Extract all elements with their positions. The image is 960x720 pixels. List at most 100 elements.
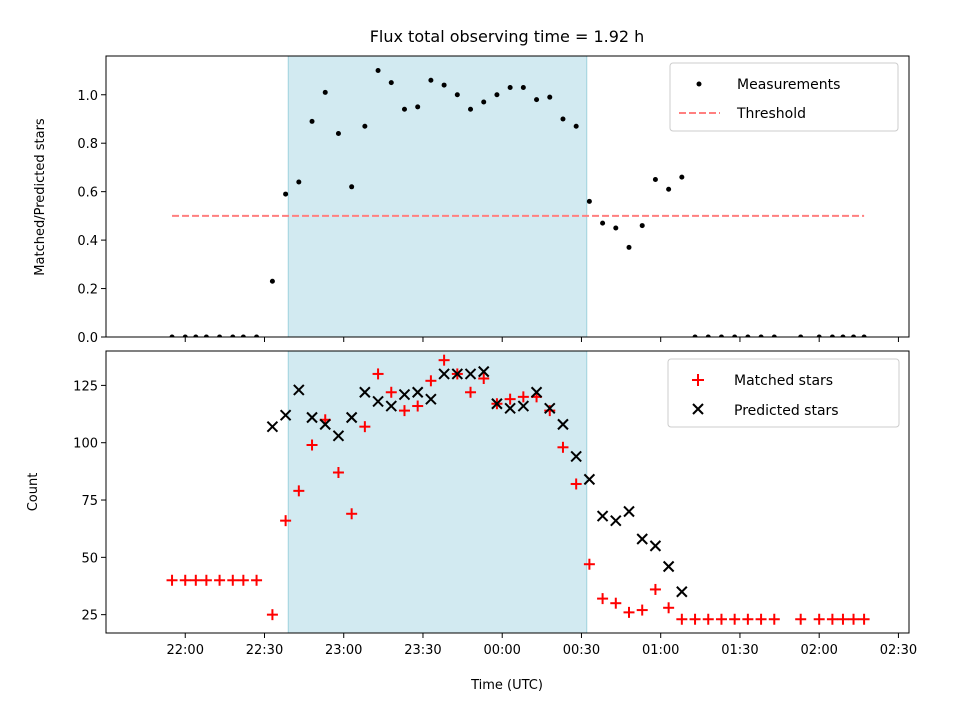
- predicted-stars-point: [411, 386, 424, 398]
- matched-stars-point: [266, 609, 278, 621]
- predicted-stars-point: [517, 400, 530, 412]
- legend-label-measurements: Measurements: [737, 77, 840, 93]
- measurements-point: [771, 334, 777, 337]
- matched-stars-point: [597, 593, 609, 605]
- matched-stars-point: [663, 602, 675, 614]
- matched-stars-point: [557, 441, 569, 453]
- y-tick-label: 0.4: [77, 234, 98, 249]
- matched-stars-point: [837, 613, 849, 625]
- measurements-point: [349, 184, 355, 190]
- predicted-stars-point: [451, 368, 464, 380]
- axes-frame-ratio: [105, 55, 910, 338]
- x-tick-label: 02:00: [800, 643, 837, 658]
- measurements-point: [203, 334, 209, 337]
- matched-stars-point: [280, 515, 292, 527]
- predicted-stars-point: [610, 514, 622, 527]
- measurements-point: [586, 198, 592, 204]
- predicted-stars-point: [530, 386, 543, 398]
- chart-title: Flux total observing time = 1.92 h: [370, 27, 645, 46]
- measurements-point: [851, 334, 857, 337]
- predicted-stars-point: [332, 430, 345, 442]
- measurements-point: [520, 84, 526, 90]
- predicted-stars-point: [623, 505, 635, 518]
- matched-stars-point: [623, 606, 635, 618]
- legend-label-matched-stars: Matched stars: [734, 373, 833, 389]
- matched-stars-point: [398, 405, 410, 417]
- x-tick-label: 02:30: [880, 643, 917, 658]
- y-axis-label-count: Count: [26, 473, 41, 512]
- predicted-stars-point: [359, 386, 371, 398]
- ratio-panel: Flux total observing time = 1.92 h Match…: [33, 27, 910, 346]
- matched-stars-point: [504, 393, 516, 405]
- y-tick-label: 0.8: [77, 137, 98, 152]
- measurements-point: [705, 334, 711, 337]
- matched-stars-point: [385, 386, 397, 398]
- measurements-point: [547, 94, 553, 100]
- predicted-stars-point: [491, 398, 503, 410]
- predicted-stars-point: [438, 368, 450, 380]
- measurements-point: [861, 334, 867, 337]
- x-tick-label: 01:00: [642, 643, 679, 658]
- matched-stars-point: [237, 574, 249, 586]
- x-tick-label: 22:30: [246, 643, 283, 658]
- y-tick-label: 1.0: [77, 89, 98, 104]
- predicted-stars-point: [570, 450, 582, 463]
- y-tick-label: 50: [81, 551, 98, 566]
- matched-stars-point: [689, 613, 701, 625]
- y-tick-label: 100: [73, 437, 98, 452]
- matched-stars-point: [583, 558, 595, 570]
- measurements-point: [428, 77, 434, 83]
- measurements-point: [573, 123, 579, 129]
- x-tick-label: 22:00: [167, 643, 204, 658]
- predicted-stars-point: [319, 418, 331, 431]
- measurements-point: [534, 97, 540, 103]
- matched-stars-point: [636, 604, 648, 616]
- legend-label-predicted-stars: Predicted stars: [734, 403, 839, 419]
- predicted-stars-point: [425, 393, 437, 405]
- measurements-point: [322, 89, 328, 95]
- predicted-stars-point: [345, 411, 358, 424]
- predicted-stars-point: [279, 409, 292, 421]
- matched-stars-point: [715, 613, 727, 625]
- predicted-stars-point: [649, 540, 662, 552]
- matched-stars-point: [768, 613, 780, 625]
- matched-stars-point: [826, 613, 838, 625]
- matched-stars-point: [346, 508, 358, 520]
- measurements-point: [666, 186, 672, 192]
- legend-marker-measurements: [696, 81, 702, 87]
- x-tick-label: 00:30: [563, 643, 600, 658]
- matched-stars-point: [465, 386, 477, 398]
- measurements-point: [679, 174, 685, 180]
- y-tick-label: 125: [73, 379, 98, 394]
- measurements-point: [507, 84, 513, 90]
- legend-marker-predicted-stars: [692, 403, 704, 415]
- predicted-stars-point: [293, 384, 305, 396]
- y-tick-label: 0.0: [77, 331, 98, 346]
- legend-ratio: Measurements Threshold: [669, 62, 899, 132]
- measurements-point: [829, 334, 835, 337]
- measurements-point: [388, 80, 394, 86]
- x-tick-label: 01:30: [721, 643, 758, 658]
- matched-stars-point: [200, 574, 212, 586]
- measurements-point: [269, 278, 275, 284]
- count-panel: Count Time (UTC) 25 50 75 100 125 22:00 22:30…: [26, 350, 917, 693]
- matched-stars-point: [702, 613, 714, 625]
- predicted-stars-point: [478, 365, 490, 378]
- measurements-point: [758, 334, 764, 337]
- matched-stars-point: [372, 368, 384, 380]
- measurements-point: [309, 118, 315, 124]
- legend-label-threshold: Threshold: [736, 106, 806, 122]
- predicted-stars-point: [372, 395, 384, 408]
- measurements-point: [254, 334, 260, 337]
- measurements-point: [335, 131, 341, 137]
- measurements-point: [182, 334, 188, 337]
- matched-stars-point: [214, 574, 226, 586]
- matched-stars-point: [742, 613, 754, 625]
- measurements-point: [362, 123, 368, 129]
- predicted-stars-point: [464, 368, 477, 380]
- y-tick-label: 75: [81, 494, 98, 509]
- axes-frame-count: [105, 350, 910, 634]
- legend-marker-matched-stars: [692, 374, 704, 386]
- predicted-stars-point: [385, 400, 397, 412]
